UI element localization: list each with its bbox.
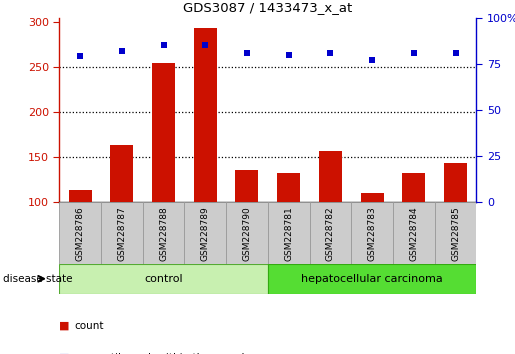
Text: control: control — [144, 274, 183, 284]
Bar — [435, 202, 476, 264]
Text: ■: ■ — [59, 353, 70, 354]
Point — [410, 50, 418, 56]
Bar — [268, 202, 310, 264]
Text: count: count — [75, 321, 104, 331]
Point — [76, 53, 84, 59]
Text: GSM228788: GSM228788 — [159, 207, 168, 262]
Bar — [59, 202, 101, 264]
Point — [368, 57, 376, 63]
Point — [243, 50, 251, 56]
Text: GSM228785: GSM228785 — [451, 207, 460, 262]
Bar — [444, 163, 467, 202]
Point — [159, 42, 167, 48]
Bar — [402, 173, 425, 202]
Title: GDS3087 / 1433473_x_at: GDS3087 / 1433473_x_at — [183, 1, 352, 14]
Text: percentile rank within the sample: percentile rank within the sample — [75, 353, 251, 354]
Text: GSM228789: GSM228789 — [201, 207, 210, 262]
Text: ■: ■ — [59, 321, 70, 331]
Point — [451, 50, 460, 56]
Point — [117, 48, 126, 54]
Bar — [143, 202, 184, 264]
Point — [201, 42, 209, 48]
Bar — [226, 202, 268, 264]
Bar — [235, 170, 259, 202]
Text: GSM228783: GSM228783 — [368, 207, 376, 262]
Bar — [393, 202, 435, 264]
Bar — [319, 152, 342, 202]
Text: disease state: disease state — [3, 274, 72, 284]
Bar — [268, 264, 476, 294]
Bar — [101, 202, 143, 264]
Point — [284, 52, 293, 57]
Bar — [277, 173, 300, 202]
Bar — [310, 202, 351, 264]
Point — [327, 50, 335, 56]
Bar — [360, 193, 384, 202]
Bar — [194, 28, 217, 202]
Text: GSM228790: GSM228790 — [243, 207, 251, 262]
Text: GSM228787: GSM228787 — [117, 207, 126, 262]
Text: GSM228782: GSM228782 — [326, 207, 335, 261]
Text: GSM228781: GSM228781 — [284, 207, 293, 262]
Bar — [184, 202, 226, 264]
Bar — [68, 190, 92, 202]
Bar — [351, 202, 393, 264]
Text: GSM228784: GSM228784 — [409, 207, 418, 261]
Bar — [152, 63, 175, 202]
Bar — [110, 145, 133, 202]
Text: GSM228786: GSM228786 — [76, 207, 84, 262]
Text: hepatocellular carcinoma: hepatocellular carcinoma — [301, 274, 443, 284]
Bar — [59, 264, 268, 294]
